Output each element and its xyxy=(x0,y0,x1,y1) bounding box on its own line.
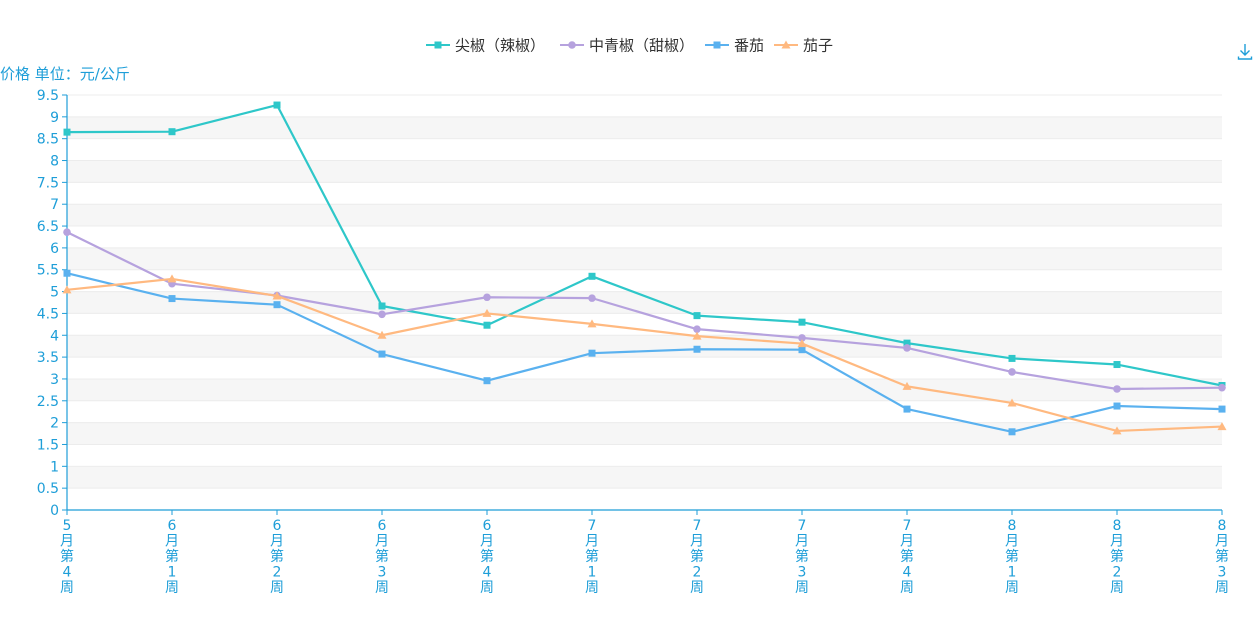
grid-stripe xyxy=(67,161,1222,183)
data-point xyxy=(1114,361,1121,368)
y-tick-label: 7.5 xyxy=(37,175,59,191)
y-tick-label: 2 xyxy=(50,416,59,432)
y-tick-label: 4.5 xyxy=(37,306,59,322)
data-point xyxy=(904,406,911,413)
x-tick-label: 6 月第 4 周 xyxy=(480,518,494,596)
grid-stripe xyxy=(67,248,1222,270)
legend-item-1[interactable]: 中青椒（甜椒） xyxy=(560,37,694,55)
data-point xyxy=(169,295,176,302)
legend-label: 中青椒（甜椒） xyxy=(589,37,694,55)
y-tick-label: 6 xyxy=(50,241,59,257)
x-tick-label: 5 月第 4 周 xyxy=(60,518,74,596)
y-tick-label: 6.5 xyxy=(37,219,59,235)
x-tick-label: 7 月第 2 周 xyxy=(690,518,704,596)
y-tick-label: 5 xyxy=(50,285,59,301)
data-point xyxy=(1114,403,1121,410)
y-tick-label: 2.5 xyxy=(37,394,59,410)
y-tick-label: 8.5 xyxy=(37,132,59,148)
data-point xyxy=(169,128,176,135)
y-tick-labels: 0 0.5 1 1.5 2 2.5 3 3.5 4 4.5 5 5.5 6 6.5 7 7.5 8 8.5 9 9.5 xyxy=(37,88,67,519)
y-tick-label: 5.5 xyxy=(37,263,59,279)
x-tick-label: 7 月第 4 周 xyxy=(900,518,914,596)
data-point xyxy=(1218,384,1226,392)
data-point xyxy=(64,129,71,136)
x-tick-label: 6 月第 1 周 xyxy=(165,518,179,596)
legend-item-3[interactable]: 茄子 xyxy=(774,37,833,55)
x-tick-label: 7 月第 3 周 xyxy=(795,518,809,596)
data-point xyxy=(1219,406,1226,413)
data-point xyxy=(1008,368,1016,376)
data-point xyxy=(274,102,281,109)
y-tick-label: 9.5 xyxy=(37,88,59,104)
data-point xyxy=(588,294,596,302)
data-point xyxy=(589,273,596,280)
y-tick-label: 0.5 xyxy=(37,481,59,497)
chart-svg: 0 0.5 1 1.5 2 2.5 3 3.5 4 4.5 5 5.5 6 6.5 7 7.5 8 8.5 9 9.5… xyxy=(0,0,1260,630)
legend-swatch-marker xyxy=(714,42,721,49)
x-tick-label: 8 月第 3 周 xyxy=(1215,518,1229,596)
data-point xyxy=(903,344,911,352)
data-point xyxy=(378,310,386,318)
grid-stripe xyxy=(67,335,1222,357)
x-tick-label: 8 月第 1 周 xyxy=(1005,518,1019,596)
y-tick-label: 7 xyxy=(50,197,59,213)
download-icon[interactable] xyxy=(1239,44,1252,59)
y-tick-label: 3 xyxy=(50,372,59,388)
data-point xyxy=(1113,385,1121,393)
x-tick-label: 6 月第 2 周 xyxy=(270,518,284,596)
data-point xyxy=(694,346,701,353)
x-tick-label: 8 月第 2 周 xyxy=(1110,518,1124,596)
y-tick-label: 0 xyxy=(50,503,59,519)
y-tick-label: 3.5 xyxy=(37,350,59,366)
data-point xyxy=(1009,428,1016,435)
data-point xyxy=(484,377,491,384)
data-point xyxy=(589,350,596,357)
data-point xyxy=(379,302,386,309)
data-point xyxy=(1009,355,1016,362)
data-point xyxy=(799,346,806,353)
data-point xyxy=(63,228,71,236)
y-tick-label: 8 xyxy=(50,154,59,170)
legend[interactable]: 尖椒（辣椒） 中青椒（甜椒） 番茄 茄子 xyxy=(426,37,833,55)
legend-swatch-marker xyxy=(435,42,442,49)
x-tick-labels: 5 月第 4 周 6 月第 1 周 6 月第 2 周 6 月第 3 周 6 月第 4 周 7 月第 1 周 7 月第 2 周 7 月第 3 周… xyxy=(60,510,1229,596)
x-tick-label: 6 月第 3 周 xyxy=(375,518,389,596)
legend-label: 尖椒（辣椒） xyxy=(455,37,545,55)
legend-label: 茄子 xyxy=(803,37,833,55)
y-tick-label: 1.5 xyxy=(37,437,59,453)
y-tick-label: 4 xyxy=(50,328,59,344)
x-tick-label: 7 月第 1 周 xyxy=(585,518,599,596)
y-axis-title: 价格 单位：元/公斤 xyxy=(0,65,130,83)
grid-stripe xyxy=(67,204,1222,226)
y-tick-label: 9 xyxy=(50,110,59,126)
y-tick-label: 1 xyxy=(50,459,59,475)
legend-item-0[interactable]: 尖椒（辣椒） xyxy=(426,37,545,55)
grid-stripe xyxy=(67,379,1222,401)
grid-stripe xyxy=(67,423,1222,445)
legend-item-2[interactable]: 番茄 xyxy=(705,37,764,55)
data-point xyxy=(483,293,491,301)
line-chart: 0 0.5 1 1.5 2 2.5 3 3.5 4 4.5 5 5.5 6 6.5 7 7.5 8 8.5 9 9.5… xyxy=(0,0,1260,630)
data-point xyxy=(379,351,386,358)
data-point xyxy=(64,270,71,277)
data-point xyxy=(694,312,701,319)
legend-swatch-marker xyxy=(568,41,576,49)
data-point xyxy=(484,322,491,329)
legend-label: 番茄 xyxy=(734,37,764,55)
grid-stripe xyxy=(67,117,1222,139)
grid-stripe xyxy=(67,466,1222,488)
data-point xyxy=(799,319,806,326)
data-point xyxy=(274,301,281,308)
